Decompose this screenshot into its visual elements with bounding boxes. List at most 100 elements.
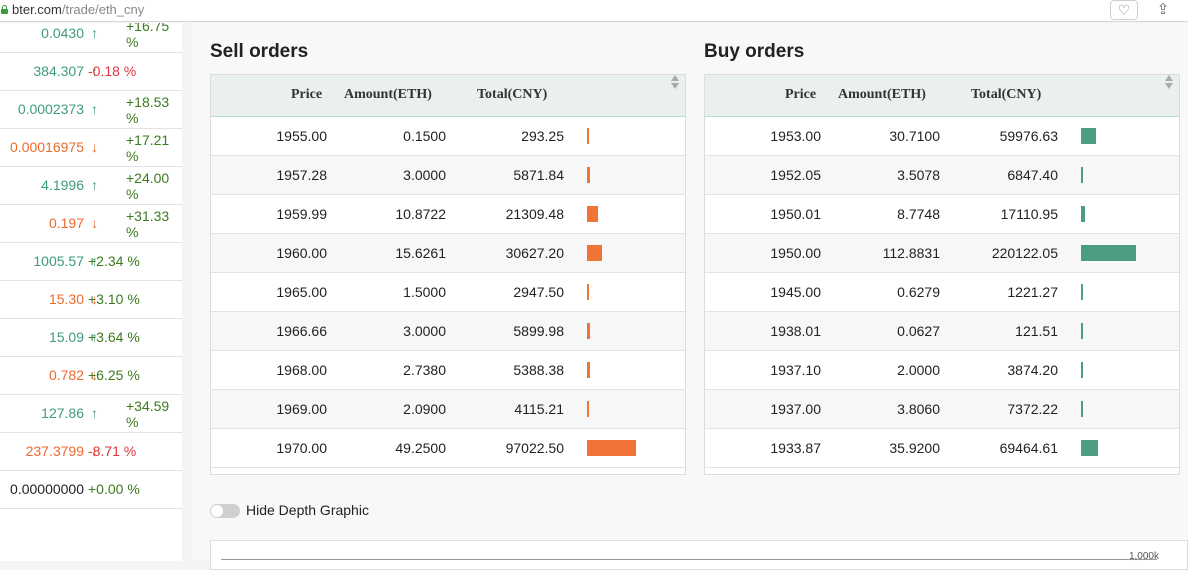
sell-orders-table: Price Amount(ETH) Total(CNY) 1955.00 0.15… <box>210 74 686 475</box>
depth-graphic-label: Hide Depth Graphic <box>246 502 369 518</box>
table-row[interactable]: 1968.00 2.7380 5388.38 <box>211 351 685 390</box>
depth-bar <box>587 206 598 222</box>
sort-icon[interactable] <box>1165 75 1173 91</box>
sort-icon[interactable] <box>671 75 679 91</box>
table-row[interactable]: 1937.10 2.0000 3874.20 <box>705 351 1179 390</box>
address-bar[interactable]: bter.com/trade/eth_cny ♡ ⇪ <box>0 0 1188 22</box>
table-row[interactable]: 1933.87 35.9200 69464.61 <box>705 429 1179 468</box>
col-amount[interactable]: Amount(ETH) <box>838 87 926 102</box>
order-total: 5388.38 <box>513 362 564 378</box>
market-price: 127.86 <box>41 405 84 421</box>
order-amount: 2.7380 <box>403 362 446 378</box>
order-total: 4115.21 <box>514 401 564 417</box>
market-price: 0.00016975 <box>10 139 84 155</box>
table-row[interactable]: 1960.00 15.6261 30627.20 <box>211 234 685 273</box>
depth-bar <box>1081 167 1083 183</box>
market-change: -8.71 % <box>88 443 137 459</box>
table-row[interactable]: 1955.00 0.1500 293.25 <box>211 117 685 156</box>
order-amount: 1.5000 <box>403 284 446 300</box>
market-price: 0.00000000 <box>10 481 84 497</box>
market-row[interactable]: 0.782 ↓ +6.25 % <box>0 357 182 395</box>
order-price: 1937.00 <box>770 401 821 417</box>
order-total: 97022.50 <box>505 440 564 456</box>
order-price: 1957.28 <box>276 167 327 183</box>
table-row[interactable]: 1938.01 0.0627 121.51 <box>705 312 1179 351</box>
share-icon[interactable]: ⇪ <box>1156 1 1170 18</box>
depth-graphic-toggle[interactable] <box>210 504 240 518</box>
market-row[interactable]: 0.0002373 ↑ +18.53 % <box>0 91 182 129</box>
market-row[interactable]: 237.3799 ↓ -8.71 % <box>0 433 182 471</box>
order-total: 7372.22 <box>1007 401 1058 417</box>
table-row[interactable]: 1966.66 3.0000 5899.98 <box>211 312 685 351</box>
market-row[interactable]: 0.0430 ↑ +16.75 % <box>0 23 182 53</box>
order-price: 1933.87 <box>770 440 821 456</box>
arrow-up-icon: ↑ <box>91 329 98 345</box>
depth-bar <box>587 362 590 378</box>
market-row[interactable]: 1005.57 ↑ +2.34 % <box>0 243 182 281</box>
order-total: 293.25 <box>521 128 564 144</box>
col-total[interactable]: Total(CNY) <box>477 87 548 102</box>
market-change: +34.59 % <box>126 398 170 430</box>
market-row[interactable]: 384.307 ↑ -0.18 % <box>0 53 182 91</box>
market-row[interactable]: 0.197 ↓ +31.33 % <box>0 205 182 243</box>
market-change: +3.64 % <box>88 329 140 345</box>
order-total: 59976.63 <box>999 128 1058 144</box>
table-row[interactable]: 1952.05 3.5078 6847.40 <box>705 156 1179 195</box>
table-row[interactable]: 1957.28 3.0000 5871.84 <box>211 156 685 195</box>
order-amount: 8.7748 <box>897 206 940 222</box>
order-price: 1955.00 <box>276 128 327 144</box>
arrow-down-icon: ↓ <box>91 367 98 383</box>
col-amount[interactable]: Amount(ETH) <box>344 87 432 102</box>
market-change: +0.00 % <box>88 481 140 497</box>
market-price: 384.307 <box>33 63 84 79</box>
lock-icon <box>1 5 8 14</box>
market-change: +6.25 % <box>88 367 140 383</box>
depth-bar <box>587 284 589 300</box>
table-row[interactable]: 1945.00 0.6279 1221.27 <box>705 273 1179 312</box>
arrow-up-icon: ↑ <box>91 177 98 193</box>
depth-bar <box>1081 362 1083 378</box>
market-change: +24.00 % <box>126 170 170 202</box>
table-row[interactable]: 1950.01 8.7748 17110.95 <box>705 195 1179 234</box>
market-price: 0.782 <box>48 367 84 383</box>
url-text[interactable]: bter.com/trade/eth_cny <box>12 2 145 17</box>
col-price[interactable]: Price <box>785 87 817 102</box>
market-change: +3.10 % <box>88 291 140 307</box>
market-row[interactable]: 15.30 ↓ +3.10 % <box>0 281 182 319</box>
table-row[interactable]: 1965.00 1.5000 2947.50 <box>211 273 685 312</box>
market-change: +2.34 % <box>88 253 140 269</box>
col-total[interactable]: Total(CNY) <box>971 87 1042 102</box>
order-price: 1950.01 <box>770 206 821 222</box>
favorite-icon[interactable]: ♡ <box>1110 0 1138 20</box>
depth-bar <box>587 167 590 183</box>
table-row[interactable]: 1953.00 30.7100 59976.63 <box>705 117 1179 156</box>
order-amount: 112.8831 <box>882 245 940 261</box>
market-row[interactable]: 0.00000000 +0.00 % <box>0 471 182 509</box>
table-row[interactable]: 1970.00 49.2500 97022.50 <box>211 429 685 468</box>
table-header[interactable]: Price Amount(ETH) Total(CNY) <box>211 75 685 118</box>
buy-orders-title: Buy orders <box>704 41 805 62</box>
order-total: 6847.40 <box>1007 167 1058 183</box>
market-row[interactable]: 127.86 ↑ +34.59 % <box>0 395 182 433</box>
order-price: 1937.10 <box>770 362 821 378</box>
order-price: 1953.00 <box>770 128 821 144</box>
table-header[interactable]: Price Amount(ETH) Total(CNY) <box>705 75 1179 118</box>
market-row[interactable]: 15.09 ↑ +3.64 % <box>0 319 182 357</box>
order-amount: 49.2500 <box>395 440 446 456</box>
depth-bar <box>587 401 590 417</box>
col-price[interactable]: Price <box>291 87 323 102</box>
order-total: 69464.61 <box>999 440 1058 456</box>
order-total: 17110.95 <box>1000 206 1058 222</box>
order-price: 1969.00 <box>276 401 327 417</box>
market-row[interactable]: 4.1996 ↑ +24.00 % <box>0 167 182 205</box>
order-total: 21309.48 <box>505 206 564 222</box>
order-total: 5871.84 <box>513 167 564 183</box>
table-row[interactable]: 1950.00 112.8831 220122.05 <box>705 234 1179 273</box>
market-change: +18.53 % <box>126 94 170 126</box>
table-row[interactable]: 1959.99 10.8722 21309.48 <box>211 195 685 234</box>
market-row[interactable]: 0.00016975 ↓ +17.21 % <box>0 129 182 167</box>
table-row[interactable]: 1969.00 2.0900 4115.21 <box>211 390 685 429</box>
table-row[interactable]: 1937.00 3.8060 7372.22 <box>705 390 1179 429</box>
order-amount: 2.0900 <box>403 401 446 417</box>
market-price: 4.1996 <box>41 177 84 193</box>
